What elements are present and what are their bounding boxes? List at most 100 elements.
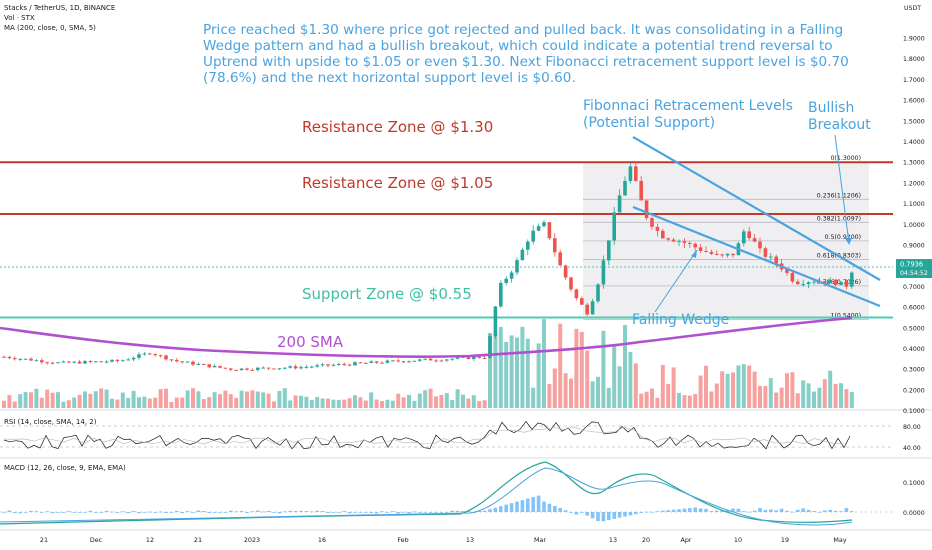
macd-histogram-bar: [364, 512, 368, 513]
macd-histogram-bar: [83, 512, 87, 513]
macd-histogram-bar: [612, 512, 616, 519]
volume-bar: [104, 389, 109, 408]
macd-histogram-bar: [553, 505, 557, 512]
volume-bar: [741, 364, 746, 408]
macd-histogram-bar: [785, 510, 789, 512]
macd-histogram-bar: [299, 510, 303, 512]
candle-body: [137, 354, 141, 358]
volume-bar: [207, 397, 212, 408]
resistance-105-label: Resistance Zone @ $1.05: [302, 174, 494, 192]
candle-body: [18, 358, 22, 360]
volume-bar: [374, 399, 379, 408]
volume-bar: [736, 365, 741, 408]
volume-bar: [196, 391, 201, 408]
volume-bar: [471, 395, 476, 408]
volume-bar: [650, 388, 654, 408]
price-axis-tick: 1.4000: [903, 139, 925, 146]
macd-legend: MACD (12, 26, close, 9, EMA, EMA): [4, 464, 126, 472]
candle-body: [153, 354, 157, 356]
volume-bar: [725, 373, 730, 408]
volume-bar: [336, 399, 341, 408]
volume-bar: [412, 400, 417, 408]
price-axis-tick: 1.3000: [903, 160, 925, 167]
macd-histogram-bar: [515, 501, 519, 512]
time-axis-tick: May: [833, 536, 846, 544]
volume-bar: [288, 400, 293, 408]
macd-histogram-bar: [396, 512, 400, 514]
macd-histogram-bar: [682, 508, 687, 512]
candle-body: [142, 353, 147, 355]
fib-level-label: 0(1.3000): [831, 155, 861, 162]
candle-body: [29, 358, 33, 361]
volume-bar: [439, 394, 444, 408]
macd-histogram-bar: [115, 512, 120, 513]
candle-body: [839, 281, 843, 285]
macd-histogram-bar: [693, 507, 697, 512]
candle-body: [812, 281, 816, 283]
resistance-130-label: Resistance Zone @ $1.30: [302, 118, 494, 136]
volume-bar: [34, 388, 39, 408]
candle-body: [580, 298, 584, 305]
candle-body: [99, 361, 103, 363]
volume-bar: [201, 399, 206, 408]
volume-bar: [498, 326, 503, 408]
macd-histogram-bar: [455, 510, 460, 512]
volume-bar: [493, 332, 498, 408]
volume-bar: [731, 372, 735, 408]
macd-histogram-bar: [628, 512, 633, 516]
fib-level-label: 0.382(1.0097): [817, 215, 861, 222]
volume-bar: [228, 394, 233, 408]
volume-bar: [752, 371, 757, 408]
time-axis-tick: 12: [146, 536, 154, 544]
rsi-legend: RSI (14, close, SMA, 14, 2): [4, 418, 97, 426]
price-axis-tick: 1.1000: [903, 201, 925, 208]
volume-bar: [795, 393, 800, 408]
macd-histogram-bar: [817, 511, 822, 513]
volume-bar: [601, 330, 606, 408]
macd-histogram-bar: [391, 511, 395, 512]
macd-histogram-bar: [293, 510, 298, 512]
candle-body: [639, 180, 643, 201]
macd-histogram-bar: [790, 511, 795, 513]
macd-histogram-bar: [110, 511, 114, 513]
macd-histogram-bar: [245, 512, 249, 514]
volume-bar: [266, 393, 271, 408]
volume-bar: [671, 367, 676, 408]
volume-bar: [315, 396, 320, 408]
volume-bar: [7, 395, 12, 408]
volume-bar: [531, 387, 536, 408]
volume-bar: [407, 394, 411, 408]
time-axis-tick: Feb: [397, 536, 408, 544]
volume-bar: [693, 393, 698, 408]
macd-histogram-bar: [153, 512, 157, 513]
candle-body: [185, 361, 190, 363]
last-price-value: 0.7936: [900, 261, 923, 269]
candle-body: [164, 355, 168, 360]
candle-body: [439, 360, 444, 362]
time-axis-tick: Mar: [534, 536, 546, 544]
macd-histogram-bar: [234, 511, 238, 513]
macd-histogram-bar: [477, 510, 481, 512]
candle-body: [61, 361, 66, 363]
volume-bar: [180, 397, 185, 408]
volume-bar: [633, 363, 638, 408]
candle-body: [650, 218, 654, 227]
price-axis-tick: 1.2000: [903, 180, 925, 187]
candle-body: [337, 363, 341, 365]
candle-body: [482, 357, 487, 359]
macd-histogram-bar: [839, 511, 843, 512]
candle-body: [547, 222, 552, 239]
candle-body: [401, 361, 406, 363]
volume-bar: [628, 351, 633, 408]
candle-body: [72, 361, 76, 363]
macd-histogram-bar: [590, 512, 595, 519]
macd-histogram-bar: [385, 512, 390, 513]
macd-histogram-bar: [72, 512, 76, 513]
volume-bar: [255, 391, 260, 408]
volume-bar: [542, 319, 546, 408]
macd-histogram-bar: [439, 511, 444, 513]
macd-histogram-bar: [374, 512, 379, 514]
macd-histogram-bar: [353, 512, 357, 513]
volume-bar: [245, 391, 249, 408]
